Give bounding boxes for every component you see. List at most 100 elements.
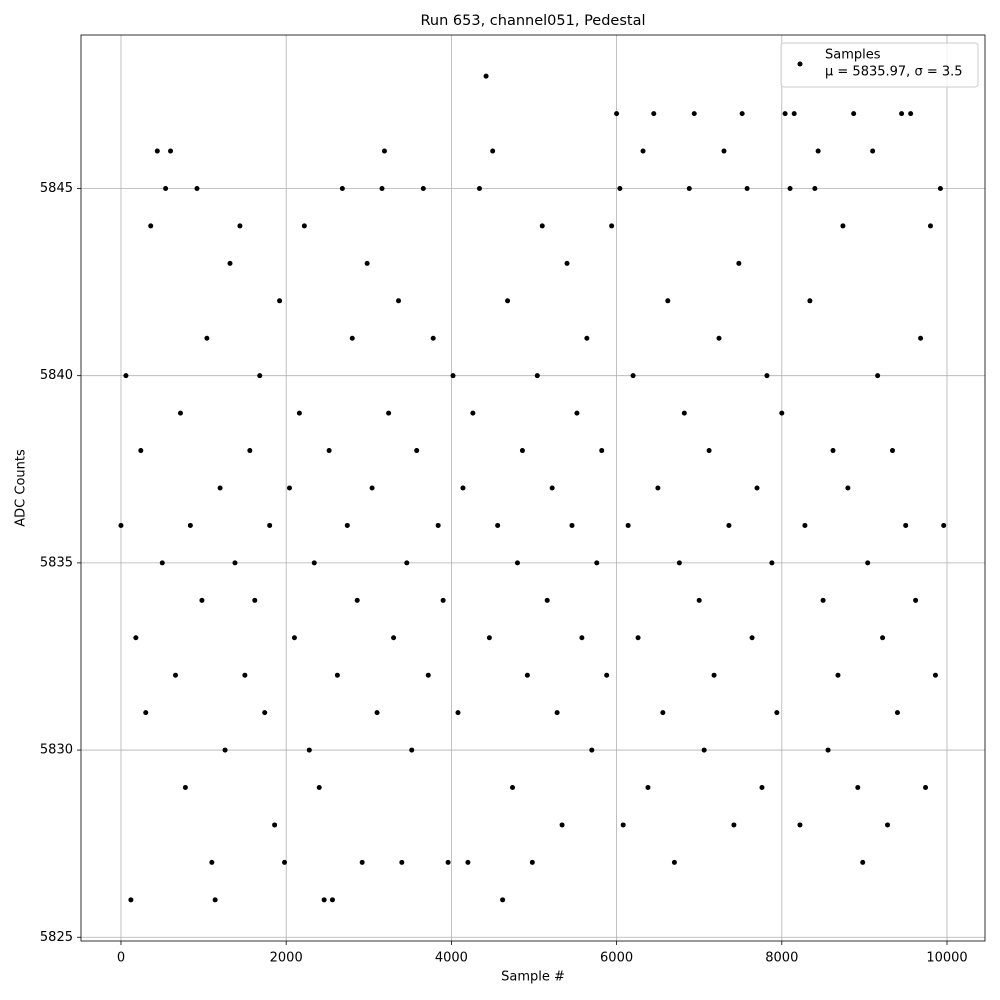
data-point <box>420 185 426 191</box>
data-point <box>311 560 317 566</box>
data-point <box>414 448 420 454</box>
data-point <box>721 148 727 154</box>
data-point <box>635 635 641 641</box>
data-point <box>364 260 370 266</box>
data-point <box>291 635 297 641</box>
data-point <box>589 747 595 753</box>
data-point <box>495 522 501 528</box>
data-point <box>739 111 745 117</box>
data-point <box>123 373 129 379</box>
data-point <box>726 522 732 528</box>
data-point <box>802 522 808 528</box>
x-tick-label: 6000 <box>600 951 633 966</box>
data-point <box>937 185 943 191</box>
data-point <box>435 522 441 528</box>
x-tick-label: 8000 <box>765 951 798 966</box>
chart-title: Run 653, channel051, Pedestal <box>420 13 645 29</box>
data-point <box>133 635 139 641</box>
data-point <box>440 597 446 603</box>
data-point <box>212 897 218 903</box>
data-point <box>128 897 134 903</box>
data-point <box>286 485 292 491</box>
data-point <box>908 111 914 117</box>
plot-frame <box>80 34 986 942</box>
data-point <box>594 560 600 566</box>
data-point <box>182 785 188 791</box>
data-point <box>138 448 144 454</box>
data-point <box>379 185 385 191</box>
data-point <box>519 448 525 454</box>
data-point <box>791 111 797 117</box>
data-point <box>875 373 881 379</box>
data-point <box>630 373 636 379</box>
y-tick-label: 5825 <box>40 930 73 945</box>
data-point <box>807 298 813 304</box>
data-point <box>885 822 891 828</box>
legend-marker <box>797 61 803 67</box>
data-point <box>617 185 623 191</box>
data-point <box>830 448 836 454</box>
data-point <box>599 448 605 454</box>
data-point <box>749 635 755 641</box>
data-point <box>529 859 535 865</box>
data-point <box>404 560 410 566</box>
data-point <box>889 448 895 454</box>
data-point <box>445 859 451 865</box>
data-point <box>554 710 560 716</box>
data-point <box>272 822 278 828</box>
data-point <box>584 335 590 341</box>
data-point <box>177 410 183 416</box>
data-point <box>941 522 947 528</box>
data-point <box>505 298 511 304</box>
data-point <box>845 485 851 491</box>
y-tick-label: 5845 <box>40 181 73 196</box>
data-point <box>686 185 692 191</box>
x-tick-label: 0 <box>117 951 125 966</box>
x-axis-label: Sample # <box>501 970 565 985</box>
data-point <box>409 747 415 753</box>
data-point <box>609 223 615 229</box>
data-point <box>913 597 919 603</box>
x-tick-label: 10000 <box>926 951 967 966</box>
data-point <box>465 859 471 865</box>
data-point <box>559 822 565 828</box>
data-point <box>500 897 506 903</box>
data-point <box>118 522 124 528</box>
data-point <box>455 710 461 716</box>
y-tick-label: 5840 <box>40 368 73 383</box>
data-point <box>514 560 520 566</box>
data-point <box>779 410 785 416</box>
data-point <box>301 223 307 229</box>
data-point <box>430 335 436 341</box>
data-point <box>524 672 530 678</box>
legend-box <box>780 42 979 88</box>
data-point <box>865 560 871 566</box>
data-point <box>470 410 476 416</box>
data-point <box>815 148 821 154</box>
data-point <box>154 148 160 154</box>
data-point <box>564 260 570 266</box>
data-point <box>339 185 345 191</box>
data-point <box>510 785 516 791</box>
data-point <box>242 672 248 678</box>
legend-label: Samples <box>825 48 881 63</box>
data-point <box>645 785 651 791</box>
data-point <box>344 522 350 528</box>
data-point <box>860 859 866 865</box>
data-point <box>787 185 793 191</box>
data-point <box>391 635 397 641</box>
data-point <box>880 635 886 641</box>
data-point <box>744 185 750 191</box>
data-point <box>204 335 210 341</box>
data-point <box>490 148 496 154</box>
data-point <box>359 859 365 865</box>
data-point <box>671 859 677 865</box>
data-point <box>262 710 268 716</box>
data-point <box>549 485 555 491</box>
data-point <box>386 410 392 416</box>
data-point <box>247 448 253 454</box>
data-point <box>257 373 263 379</box>
data-point <box>425 672 431 678</box>
data-point <box>569 522 575 528</box>
